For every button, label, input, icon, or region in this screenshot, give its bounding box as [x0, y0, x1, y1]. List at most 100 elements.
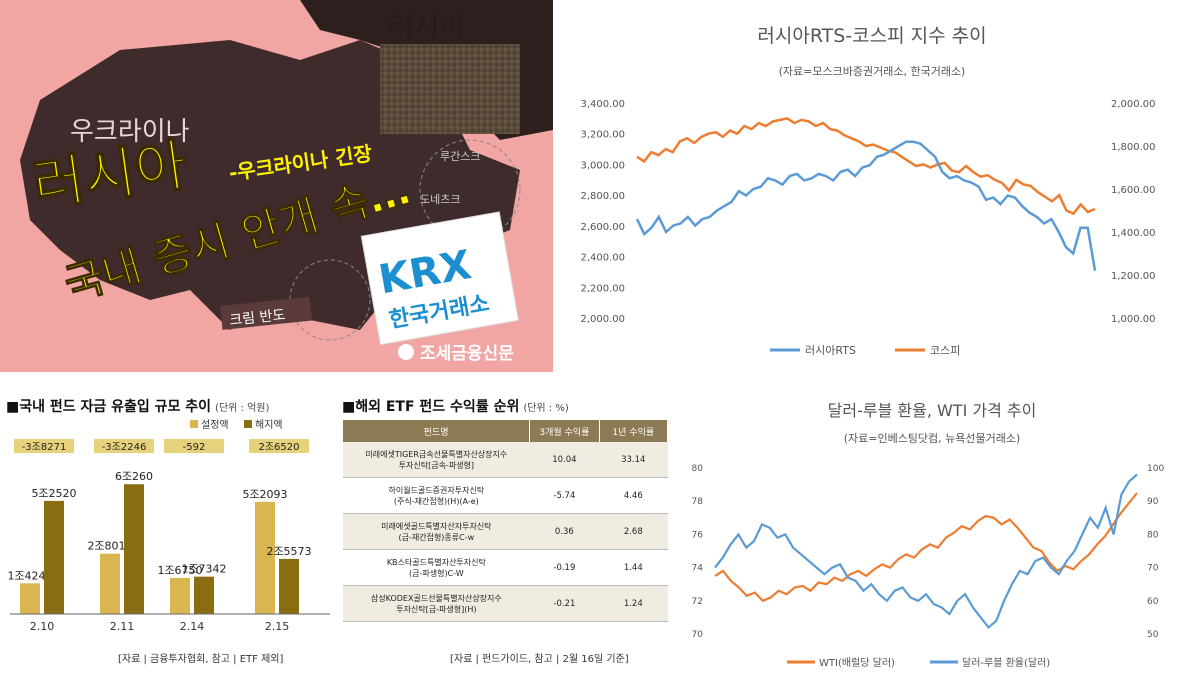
- y-right-tick-label: 70: [1147, 564, 1159, 574]
- y-right-tick-label: 90: [1147, 497, 1159, 507]
- x-tick-label: 2.10: [30, 620, 55, 633]
- return-1y-cell: 1.44: [599, 549, 668, 586]
- y-left-tick-label: 2,000.00: [580, 314, 625, 325]
- y-right-tick-label: 1,800.00: [1111, 142, 1156, 153]
- legend-label-wti: WTI(배럴당 달러): [819, 656, 895, 669]
- net-flow-label: -592: [183, 442, 206, 453]
- y-right-tick-label: 1,400.00: [1111, 228, 1156, 239]
- y-right-tick-label: 80: [1147, 530, 1159, 540]
- rts-kospi-plot: 러시아RTS-코스피 지수 추이 (자료=모스크바증권거래소, 한국거래소) 3…: [580, 25, 1156, 357]
- return-3m-cell: -5.74: [529, 477, 600, 514]
- y-right-tick-label: 60: [1147, 597, 1159, 607]
- y-right-tick-label: 1,600.00: [1111, 185, 1156, 196]
- legend-label-kospi: 코스피: [930, 344, 960, 357]
- y-left-tick-label: 76: [692, 530, 704, 540]
- fund-unit: (단위 : 억원): [215, 403, 270, 414]
- chart-subtitle: (자료=인베스팅닷컴, 뉴욕선물거래소): [844, 432, 1021, 445]
- chart-subtitle: (자료=모스크바증권거래소, 한국거래소): [779, 65, 966, 78]
- y-left-tick-label: 3,400.00: [580, 99, 625, 110]
- chart-title: 러시아RTS-코스피 지수 추이: [757, 25, 986, 47]
- net-flow-label: -3조2246: [102, 442, 147, 453]
- y-left-tick-label: 78: [692, 497, 704, 507]
- series-line-kospi: [636, 117, 1096, 216]
- y-left-tick-label: 74: [692, 564, 704, 574]
- fund-name-cell: 삼성KODEX골드선물특별자산상장지수 투자신탁[금-파생형](H): [343, 585, 530, 622]
- net-flow-label: 2조6520: [258, 442, 299, 453]
- etf-unit: (단위 : %): [523, 403, 569, 414]
- etf-return-table-panel: ■해외 ETF 펀드 수익률 순위 (단위 : %) 펀드명 3개월 수익률 1년…: [340, 382, 673, 682]
- bar-value-label: 1조6750: [157, 564, 202, 577]
- table-header-row: 펀드명 3개월 수익률 1년 수익률: [343, 420, 669, 442]
- col-header-3m: 3개월 수익률: [529, 420, 600, 442]
- x-tick-label: 2.11: [110, 620, 135, 633]
- net-flow-badge: [249, 439, 309, 453]
- x-tick-label: 2.14: [180, 620, 205, 633]
- return-1y-cell: 33.14: [599, 442, 668, 478]
- news-illustration: 러시아 우크라이나 러시아 -우크라이나 긴장 국내 증시 안개 속… 루간스크…: [0, 0, 553, 372]
- y-right-tick-label: 1,000.00: [1111, 314, 1156, 325]
- label-donetsk: 도네츠크: [420, 193, 460, 206]
- bar-redeem: [124, 484, 144, 614]
- bar-set: [20, 583, 40, 614]
- series-line-rts: [635, 140, 1097, 271]
- return-3m-cell: 10.04: [529, 442, 600, 478]
- legend-label-rts: 러시아RTS: [805, 344, 856, 357]
- label-luhansk: 루간스크: [440, 150, 480, 163]
- return-3m-cell: -0.21: [529, 585, 600, 622]
- y-right-tick-label: 50: [1147, 630, 1159, 640]
- label-crimea: 크림 반도: [229, 307, 286, 329]
- y-right-tick-label: 1,200.00: [1111, 271, 1156, 282]
- table-row: 미래에셋골드특별자산자투자신탁 (금-재간접형)종류C-w 0.36 2.68: [343, 513, 668, 550]
- y-left-tick-label: 2,400.00: [580, 253, 625, 264]
- rts-kospi-chart: 러시아RTS-코스피 지수 추이 (자료=모스크바증권거래소, 한국거래소) 3…: [555, 0, 1189, 372]
- return-3m-cell: 0.36: [529, 513, 600, 550]
- fund-flow-chart: ■국내 펀드 자금 유출입 규모 추이 (단위 : 억원) 설정액 해지액 -3조…: [0, 382, 340, 682]
- fund-source: [자료 | 금융투자협회, 참고 | ETF 제외]: [118, 654, 284, 665]
- net-flow-badge: [94, 439, 154, 453]
- bar-value-label: 6조260: [115, 470, 153, 483]
- bar-value-label: 5조2093: [242, 488, 287, 501]
- legend-label-ruble: 달러-루블 환율(달러): [962, 657, 1050, 669]
- series-line-ruble: [714, 473, 1138, 629]
- chart-title: 달러-루블 환율, WTI 가격 추이: [828, 401, 1037, 420]
- y-right-tick-label: 100: [1147, 464, 1164, 474]
- net-flow-badge: [164, 439, 224, 453]
- legend-label-redeem: 해지액: [255, 418, 283, 431]
- krx-logo-card: KRX 한국거래소: [360, 211, 519, 346]
- etf-title: ■해외 ETF 펀드 수익률 순위 (단위 : %): [342, 396, 569, 416]
- fund-name-cell: 하이월드골드증권자투자신탁 (주식-재간접형)(H)(A-e): [343, 477, 530, 514]
- bar-value-label: 2조5573: [266, 545, 311, 558]
- y-left-tick-label: 2,200.00: [580, 283, 625, 294]
- table-row: 미래에셋TIGER금속선물특별자산상장지수 투자신탁[금속-파생형] 10.04 …: [343, 442, 668, 478]
- legend-label-set: 설정액: [201, 419, 229, 431]
- etf-table: 펀드명 3개월 수익률 1년 수익률 미래에셋TIGER금속선물특별자산상장지수…: [343, 420, 669, 622]
- bar-value-label: 2조8014: [87, 540, 132, 553]
- bar-set: [100, 553, 120, 614]
- bar-redeem: [44, 500, 64, 614]
- return-1y-cell: 2.68: [599, 513, 668, 550]
- publisher-name: 조세금융신문: [420, 344, 514, 364]
- y-right-tick-label: 2,000.00: [1111, 99, 1156, 110]
- map-graphic: 러시아 우크라이나 러시아 -우크라이나 긴장 국내 증시 안개 속… 루간스크…: [20, 0, 553, 364]
- series-line-wti: [714, 492, 1138, 603]
- etf-title-text: 해외 ETF 펀드 수익률 순위: [355, 399, 520, 415]
- return-1y-cell: 4.46: [599, 477, 668, 514]
- y-left-tick-label: 2,800.00: [580, 191, 625, 202]
- fund-name-cell: KB스타골드특별자산투자신탁 (금-파생형)C-W: [343, 549, 530, 586]
- bar-redeem: [194, 576, 214, 614]
- return-3m-cell: -0.19: [529, 549, 600, 586]
- bar-value-label: 5조2520: [31, 487, 76, 500]
- bar-redeem: [279, 558, 299, 614]
- net-flow-label: -3조8271: [22, 442, 67, 453]
- y-left-tick-label: 80: [692, 464, 704, 474]
- fund-bar-plot: 설정액 해지액 -3조8271 -3조2246 -592 2조6520 1조4249 5…: [7, 418, 330, 633]
- bar-value-label: 1조4249: [7, 569, 52, 582]
- fund-name-cell: 미래에셋골드특별자산자투자신탁 (금-재간접형)종류C-w: [343, 513, 530, 550]
- y-left-tick-label: 70: [692, 630, 704, 640]
- etf-title-square-icon: ■: [342, 399, 356, 415]
- label-russia: 러시아: [388, 10, 466, 43]
- legend-swatch-set: [190, 420, 198, 428]
- wti-ruble-plot: 달러-루블 환율, WTI 가격 추이 (자료=인베스팅닷컴, 뉴욕선물거래소)…: [692, 401, 1165, 669]
- fund-title-square-icon: ■: [6, 399, 20, 415]
- y-left-tick-label: 3,000.00: [580, 160, 625, 171]
